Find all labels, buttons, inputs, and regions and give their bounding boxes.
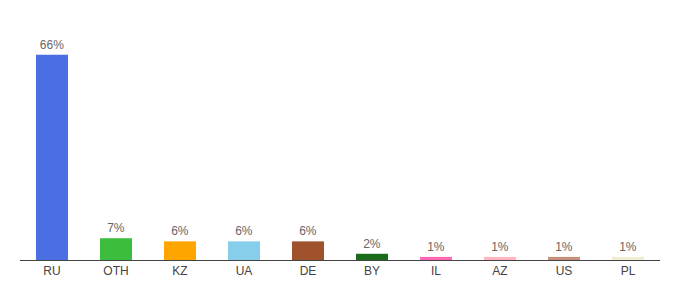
svg-text:1%: 1% — [619, 240, 637, 254]
svg-text:BY: BY — [364, 264, 380, 278]
svg-text:KZ: KZ — [172, 264, 187, 278]
svg-text:RU: RU — [43, 264, 60, 278]
svg-text:1%: 1% — [491, 240, 509, 254]
svg-text:UA: UA — [236, 264, 253, 278]
svg-text:6%: 6% — [171, 224, 189, 238]
svg-text:1%: 1% — [555, 240, 573, 254]
svg-text:DE: DE — [300, 264, 317, 278]
svg-text:2%: 2% — [363, 237, 381, 251]
svg-text:US: US — [556, 264, 573, 278]
svg-text:OTH: OTH — [103, 264, 128, 278]
svg-text:1%: 1% — [427, 240, 445, 254]
svg-text:PL: PL — [621, 264, 636, 278]
svg-text:6%: 6% — [235, 224, 253, 238]
svg-text:7%: 7% — [107, 221, 125, 235]
svg-text:66%: 66% — [40, 38, 64, 52]
svg-text:IL: IL — [431, 264, 441, 278]
svg-text:6%: 6% — [299, 224, 317, 238]
svg-text:AZ: AZ — [492, 264, 507, 278]
